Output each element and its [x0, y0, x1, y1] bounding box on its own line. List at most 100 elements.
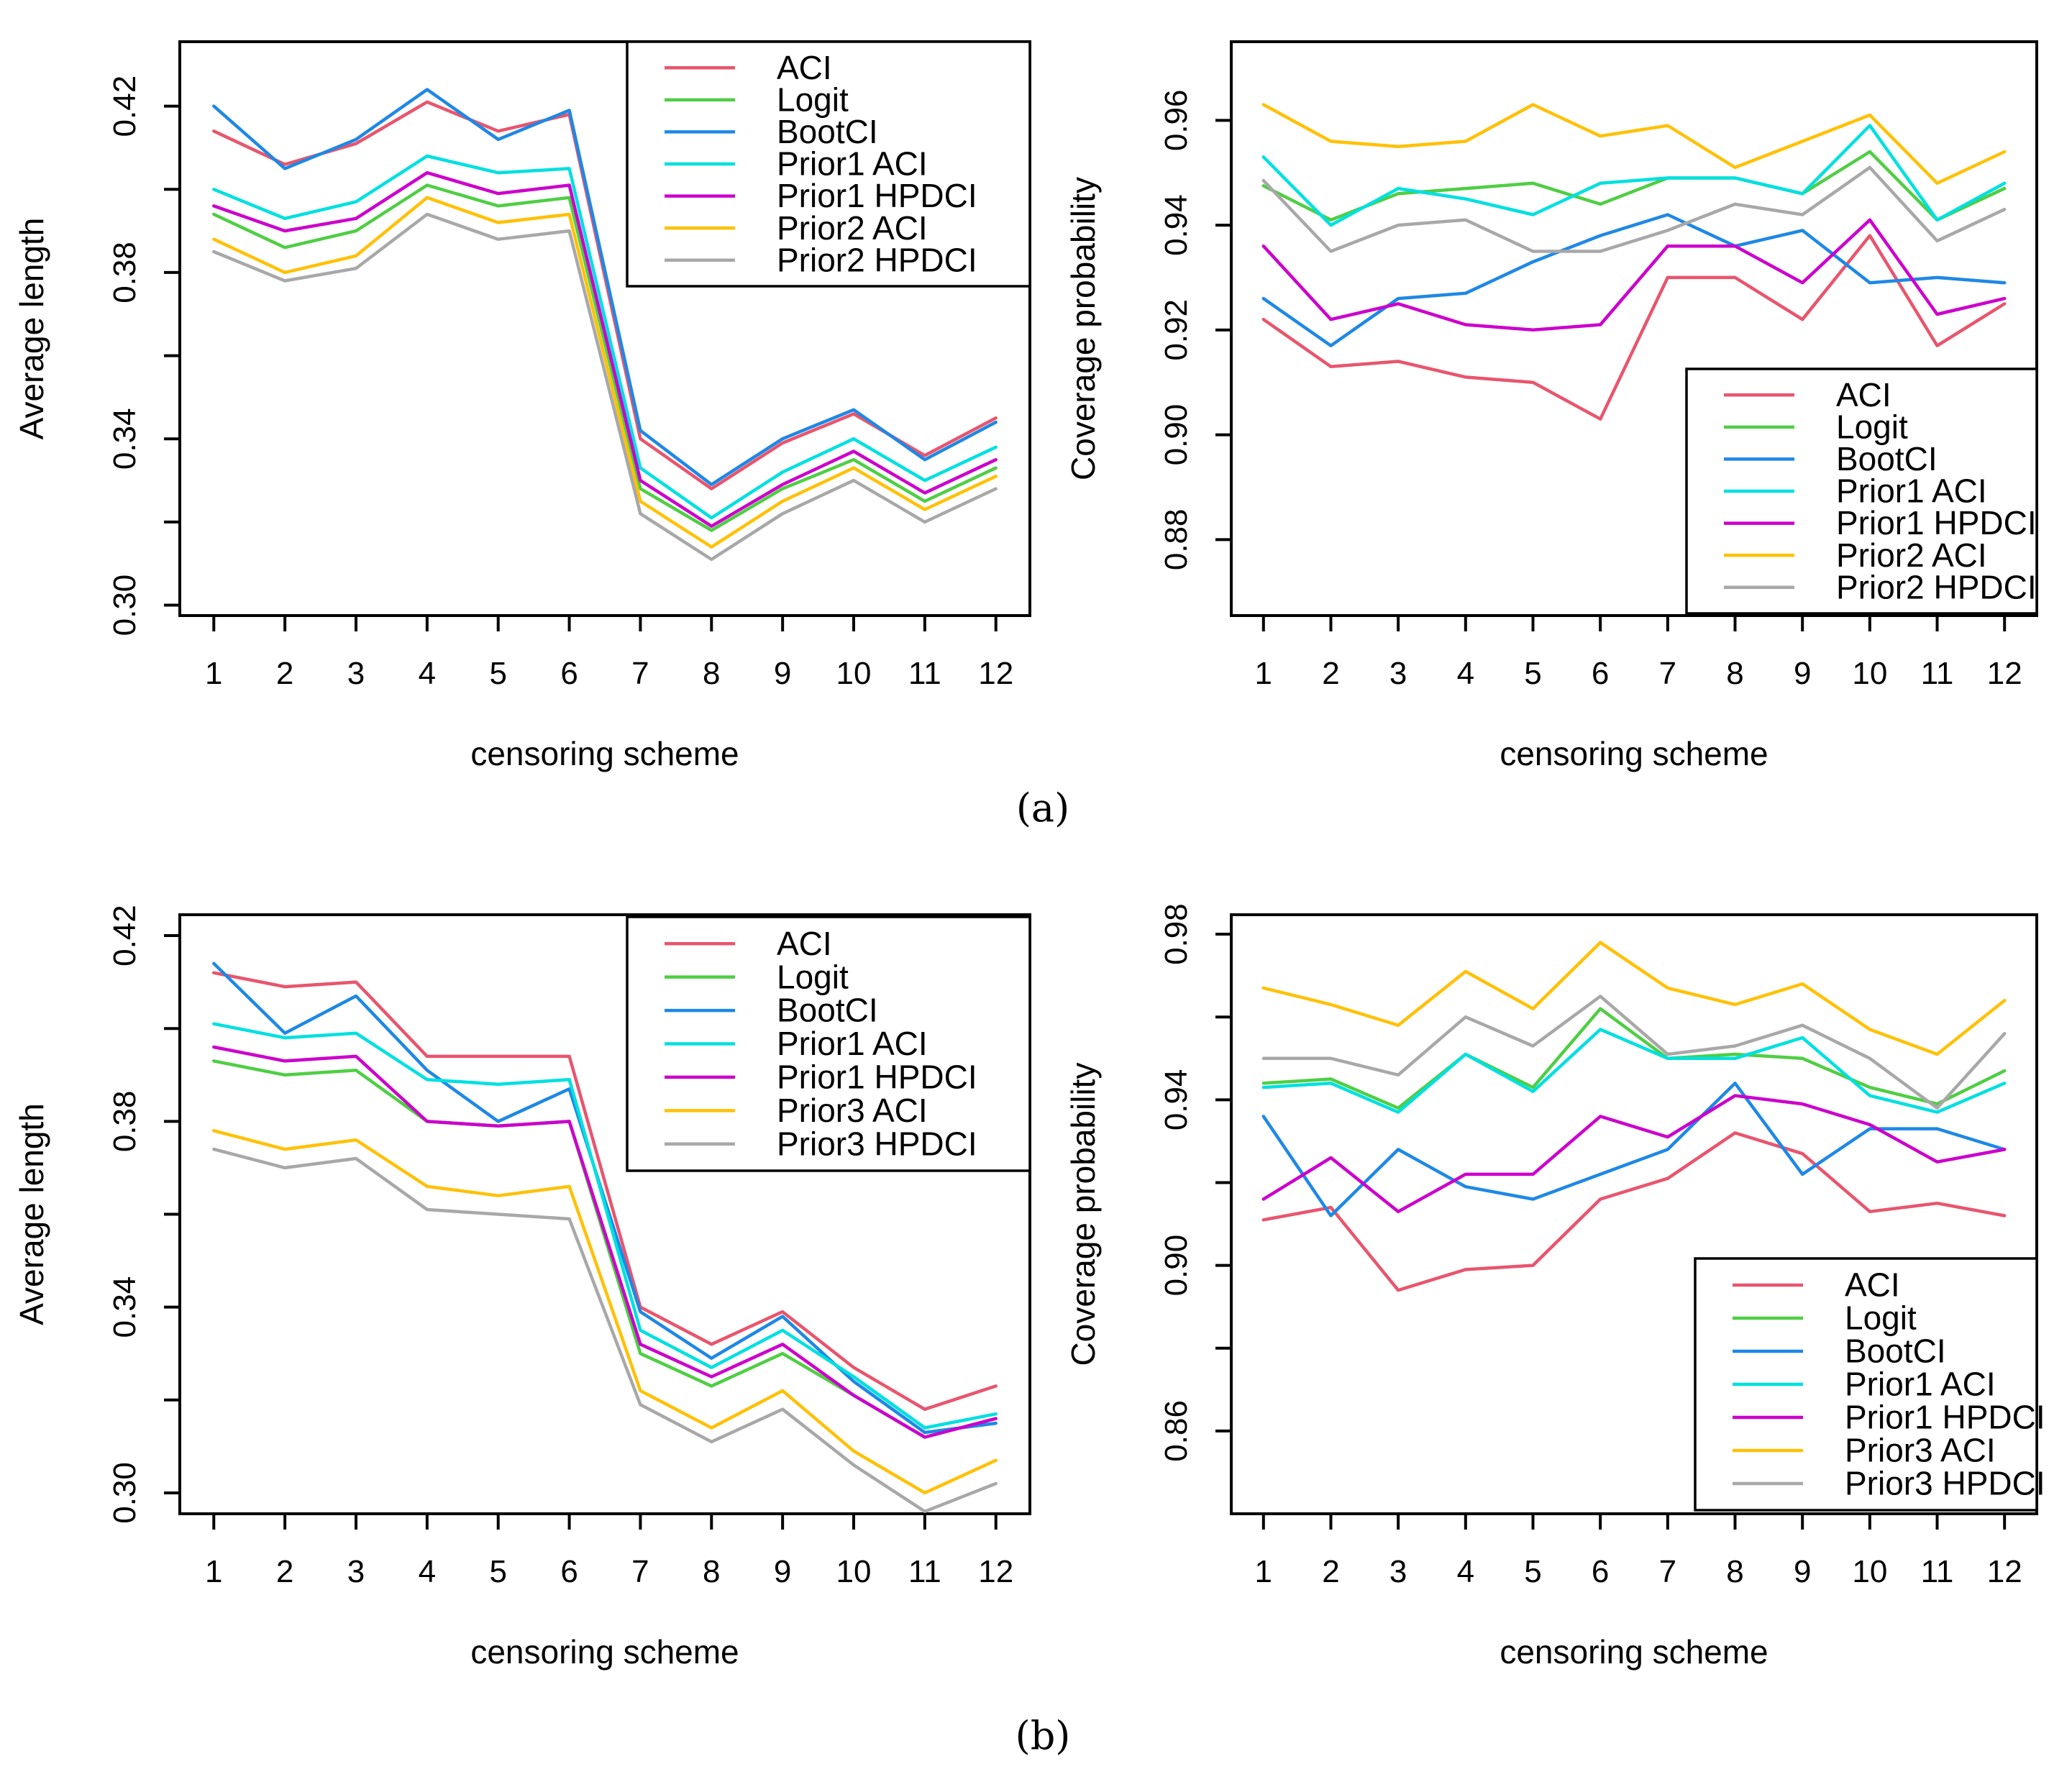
x-axis-title: censoring scheme [1500, 735, 1768, 772]
series-line-prior1-hpdci [1261, 218, 2007, 332]
x-axis-title: censoring scheme [470, 1633, 739, 1671]
x-tick-label: 10 [1852, 1554, 1887, 1589]
x-tick-label: 2 [276, 1554, 293, 1589]
x-tick-label: 5 [489, 656, 506, 691]
legend-label: Prior3 ACI [777, 1092, 928, 1129]
x-tick-label: 3 [347, 1554, 365, 1589]
x-tick-label: 6 [560, 1554, 578, 1589]
y-tick-label: 0.38 [107, 242, 142, 303]
legend-box [626, 40, 1031, 288]
y-tick-label: 0.38 [107, 1091, 142, 1153]
chart-coverage-a: 0.880.900.920.940.961 2 3 4 5 6 7 8 9 10 11 12censo… [1064, 40, 2038, 772]
x-tick-label: 2 [1322, 656, 1339, 691]
x-tick-label: 8 [703, 1554, 720, 1589]
x-axis-title: censoring scheme [470, 735, 739, 772]
legend-label: Prior1 ACI [777, 145, 928, 183]
x-tick-label: 10 [1852, 656, 1887, 691]
x-tick-label: 6 [560, 656, 578, 691]
x-tick-label: 1 [1255, 656, 1272, 691]
panel-a-label: (a) [1016, 785, 1070, 831]
legend-label: Prior1 HPDCI [1845, 1399, 2045, 1436]
series-line-prior1-aci [212, 154, 998, 520]
x-tick-label: 7 [1659, 656, 1676, 691]
x-tick-label: 12 [978, 1554, 1013, 1589]
x-tick-label: 10 [836, 656, 872, 691]
legend-label: Prior1 ACI [1845, 1366, 1996, 1403]
y-tick-label: 0.98 [1159, 903, 1194, 965]
legend-label: Prior1 ACI [1836, 472, 1987, 510]
legend-label: Prior2 ACI [777, 209, 928, 247]
y-tick-label: 0.42 [107, 905, 142, 967]
series-line-prior2-aci [1261, 103, 2007, 186]
series-line-aci [212, 971, 998, 1411]
x-tick-label: 4 [1457, 656, 1474, 691]
legend-label: BootCI [1845, 1333, 1946, 1370]
series-line-prior2-hpdci [1261, 165, 2007, 253]
x-tick-label: 4 [1457, 1554, 1474, 1589]
legend-label: Prior1 HPDCI [777, 1059, 977, 1096]
legend-label: Prior1 ACI [777, 1025, 928, 1062]
legend-label: ACI [1845, 1266, 1900, 1304]
x-tick-label: 12 [978, 656, 1013, 691]
legend-label: BootCI [777, 113, 878, 150]
x-tick-label: 5 [1524, 1554, 1541, 1589]
series-line-prior1-aci [1261, 1028, 2007, 1114]
legend-label: Logit [1836, 408, 1908, 445]
series-line-prior3-aci [1261, 941, 2007, 1056]
series-line-prior1-hpdci [1261, 1094, 2007, 1214]
x-tick-label: 9 [774, 1554, 791, 1589]
series-line-prior1-aci [1261, 124, 2007, 227]
x-tick-label: 11 [908, 656, 941, 691]
legend-label: Prior3 ACI [1845, 1432, 1996, 1469]
x-tick-label: 2 [276, 656, 293, 691]
series-line-prior3-aci [212, 1129, 998, 1495]
x-tick-label: 8 [703, 656, 720, 691]
chart-coverage-b: 0.860.900.940.981 2 3 4 5 6 7 8 9 10 11 12censoring… [1064, 903, 2045, 1671]
x-tick-label: 1 [1255, 1554, 1272, 1589]
legend-label: Prior2 HPDCI [1836, 568, 2037, 606]
legend-label: Prior2 ACI [1836, 536, 1987, 574]
legend-label: Prior3 HPDCI [777, 1125, 977, 1162]
y-tick-label: 0.96 [1159, 89, 1194, 151]
series-line-prior3-hpdci [212, 1147, 998, 1514]
x-tick-label: 11 [908, 1554, 941, 1589]
series-line-logit [1261, 150, 2007, 222]
chart-avg-length-b: 0.300.340.380.421 2 3 4 5 6 7 8 9 10 11 12censoring… [13, 905, 1031, 1671]
series-line-logit [1261, 1007, 2007, 1110]
series-line-prior1-aci [212, 1022, 998, 1430]
x-tick-label: 8 [1726, 656, 1743, 691]
plot-frame [178, 40, 1031, 617]
x-tick-label: 5 [489, 1554, 506, 1589]
series-line-prior1-hpdci [212, 1045, 998, 1439]
x-tick-label: 11 [1921, 656, 1954, 691]
x-axis-title: censoring scheme [1500, 1633, 1768, 1671]
x-tick-label: 10 [836, 1554, 872, 1589]
y-tick-label: 0.94 [1159, 1069, 1194, 1131]
series-line-bootci [1261, 1082, 2007, 1217]
x-tick-label: 5 [1524, 656, 1541, 691]
legend-label: ACI [777, 925, 832, 962]
y-tick-label: 0.90 [1159, 1235, 1194, 1297]
series-line-logit [212, 183, 998, 532]
y-tick-label: 0.90 [1159, 404, 1194, 466]
x-tick-label: 6 [1592, 1554, 1609, 1589]
y-axis-title: Average length [13, 218, 50, 440]
y-axis-title: Average length [13, 1103, 50, 1325]
x-tick-label: 4 [419, 656, 436, 691]
legend-label: ACI [777, 49, 832, 86]
x-tick-label: 8 [1726, 1554, 1743, 1589]
y-tick-label: 0.34 [107, 1276, 142, 1338]
series-line-prior1-hpdci [212, 170, 998, 528]
x-tick-label: 9 [1794, 1554, 1811, 1589]
series-line-bootci [212, 88, 998, 487]
x-tick-label: 1 [205, 1554, 222, 1589]
x-tick-label: 9 [774, 656, 791, 691]
series-line-aci [1261, 1131, 2007, 1292]
x-tick-label: 7 [631, 656, 649, 691]
legend-label: Prior3 HPDCI [1845, 1465, 2045, 1502]
